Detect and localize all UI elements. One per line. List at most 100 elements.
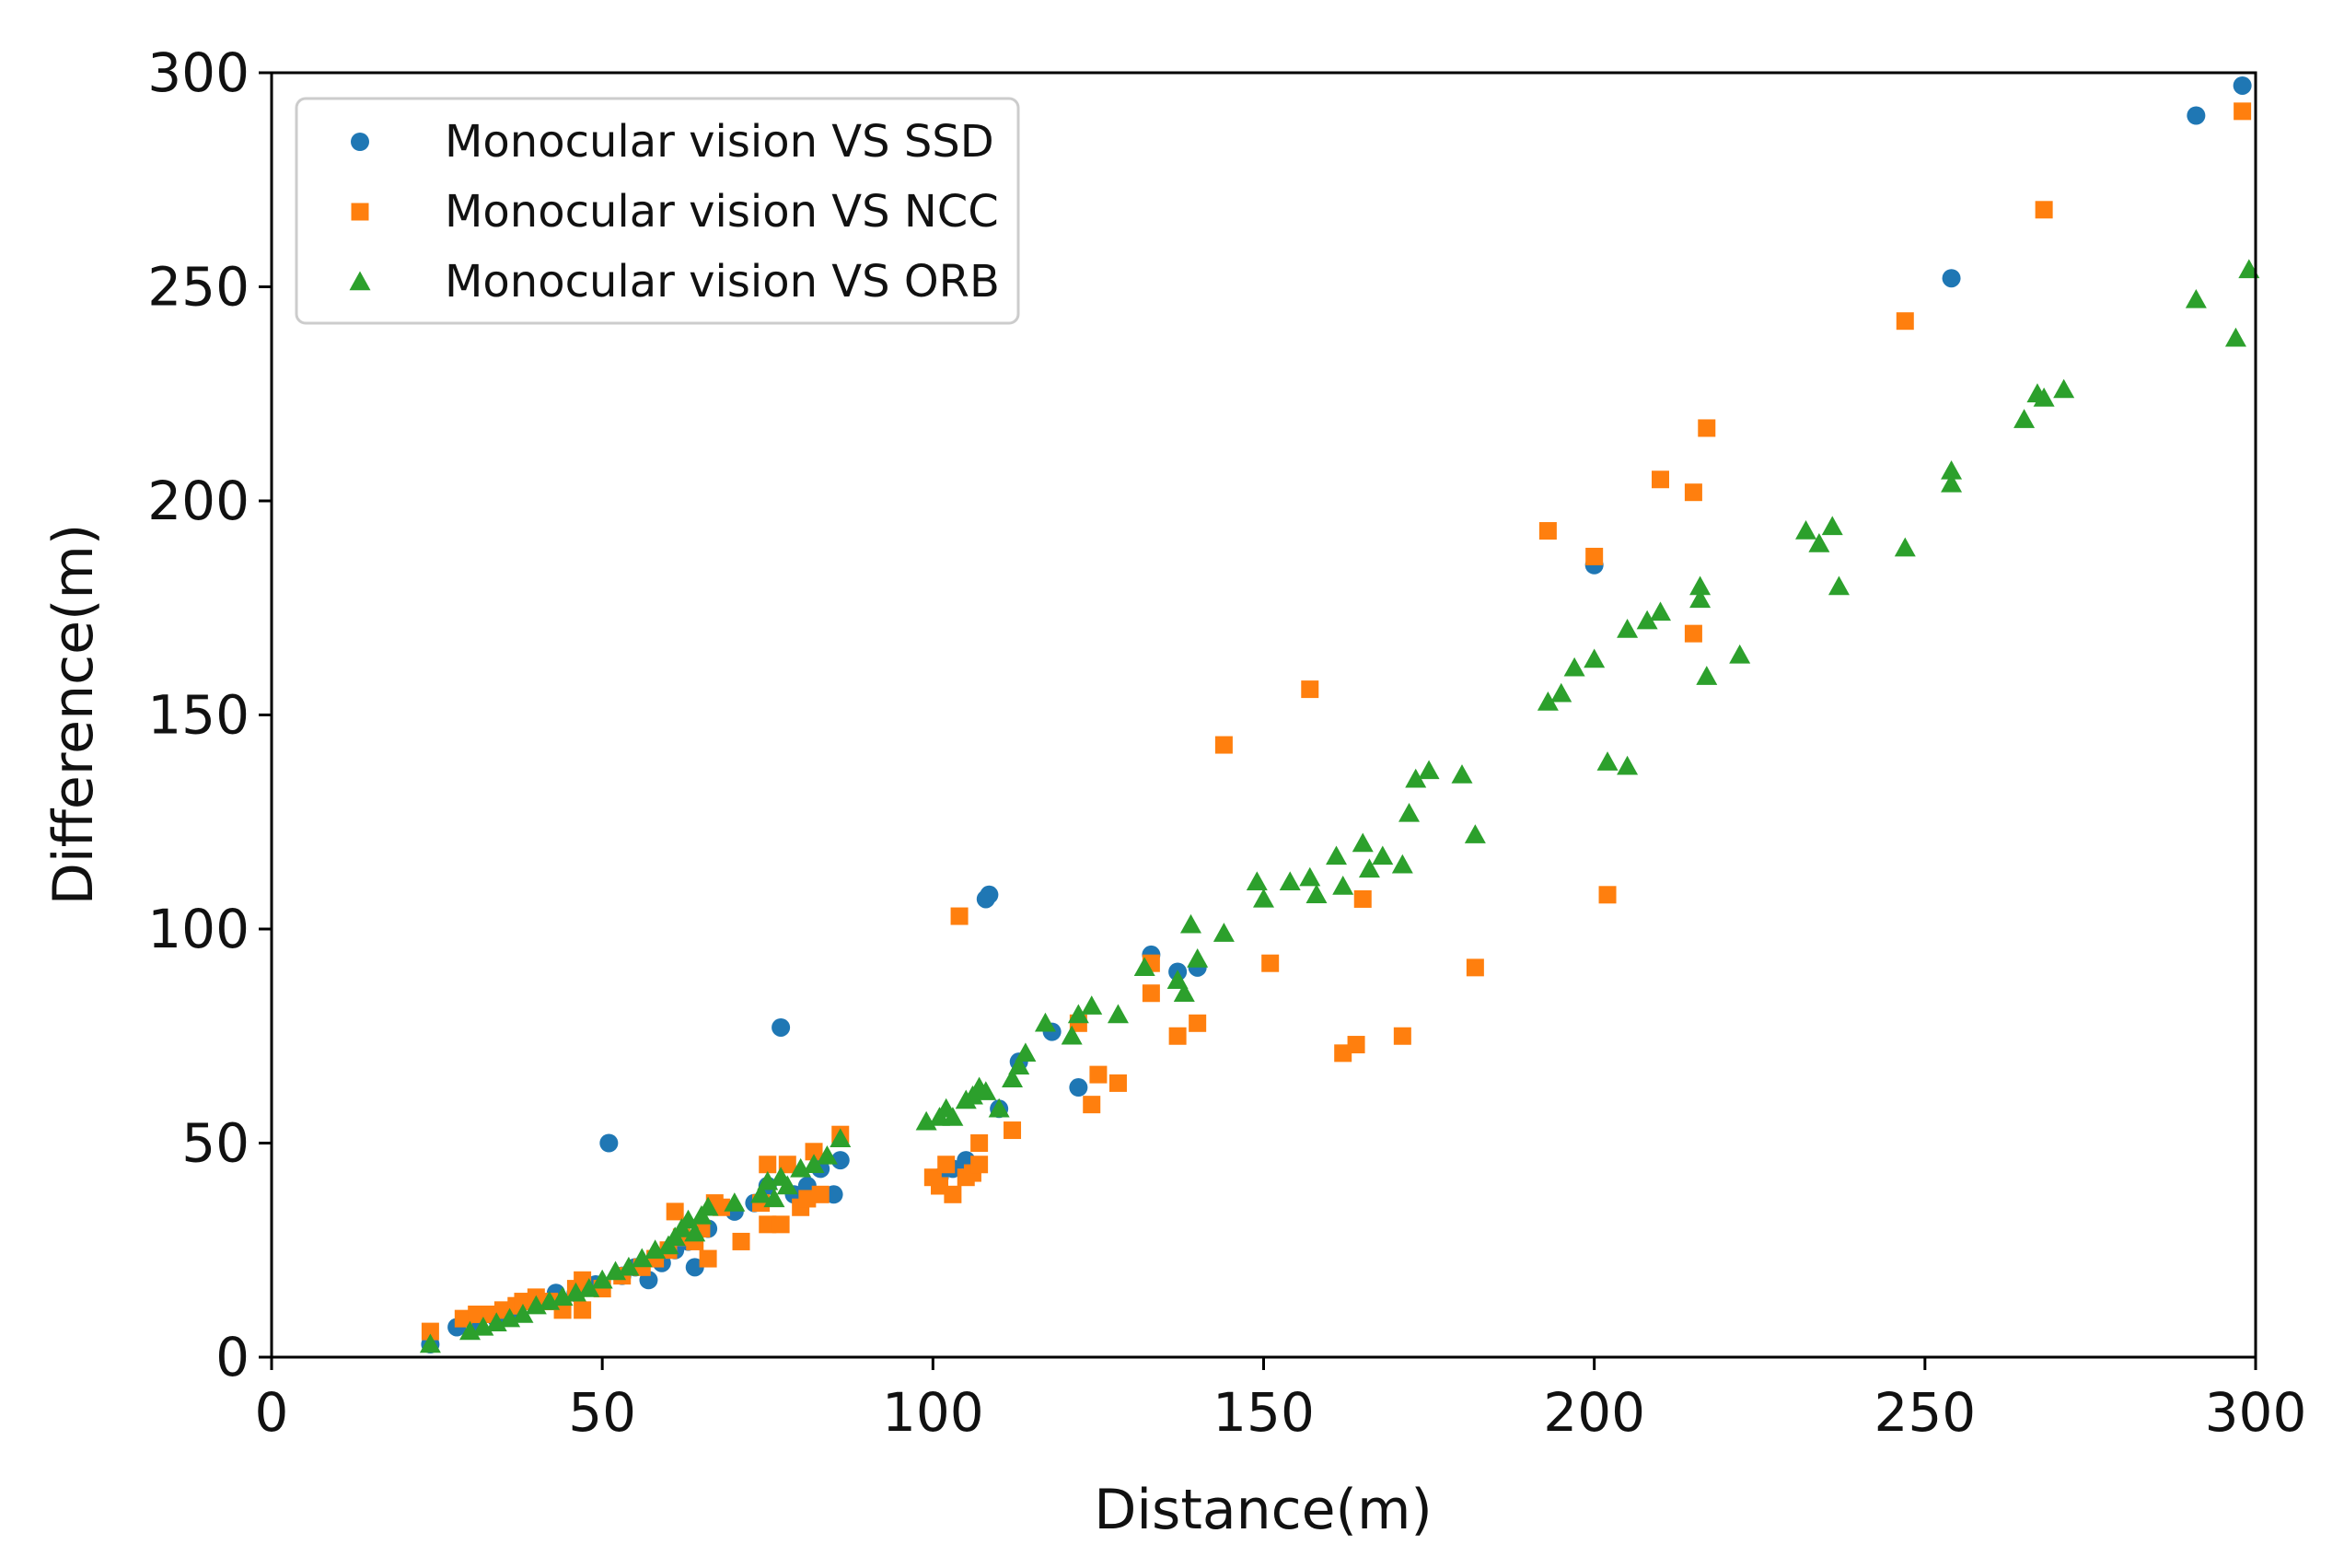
- data-point: [805, 1143, 823, 1161]
- data-point: [1107, 1004, 1129, 1024]
- data-point: [1081, 995, 1103, 1015]
- data-point: [1008, 1055, 1030, 1074]
- data-point: [975, 1081, 997, 1100]
- data-point: [1246, 871, 1268, 891]
- data-point: [1689, 575, 1712, 596]
- data-point: [931, 1177, 949, 1195]
- data-point: [970, 1156, 989, 1174]
- x-tick-label: 0: [255, 1381, 289, 1444]
- data-point: [1299, 866, 1321, 887]
- data-point: [1166, 970, 1189, 989]
- data-point: [1189, 1014, 1207, 1032]
- data-point: [454, 1309, 472, 1328]
- legend-marker: [351, 133, 369, 151]
- legend-label: Monocular vision VS SSD: [445, 116, 994, 168]
- data-point: [1305, 884, 1328, 903]
- y-tick-label: 100: [147, 898, 249, 960]
- data-point: [1301, 680, 1319, 699]
- data-point: [1108, 1074, 1127, 1092]
- data-point: [1332, 876, 1354, 895]
- data-point: [1393, 1027, 1411, 1045]
- data-point: [759, 1215, 777, 1234]
- data-point: [1729, 644, 1751, 664]
- x-tick-label: 200: [1543, 1381, 1645, 1444]
- data-point: [1550, 682, 1572, 703]
- data-point: [2233, 75, 2252, 95]
- data-point: [512, 1304, 534, 1323]
- data-point: [1537, 691, 1559, 711]
- data-point: [970, 1134, 989, 1152]
- y-tick-label: 300: [147, 41, 249, 104]
- data-point: [1941, 472, 1963, 493]
- data-point: [1142, 984, 1160, 1003]
- y-axis-label: Difference(m): [41, 524, 106, 906]
- legend-marker: [351, 203, 369, 221]
- data-point: [1326, 845, 1348, 865]
- data-point: [591, 1269, 613, 1289]
- data-point: [468, 1306, 486, 1323]
- legend-label: Monocular vision VS ORB: [445, 256, 1000, 308]
- data-point: [1689, 588, 1712, 609]
- data-point: [631, 1248, 653, 1268]
- data-point: [778, 1156, 796, 1174]
- data-point: [937, 1156, 956, 1174]
- data-point: [421, 1322, 439, 1341]
- data-point: [2053, 378, 2075, 399]
- data-point: [830, 1151, 850, 1170]
- data-point: [816, 1144, 838, 1165]
- data-point: [1896, 312, 1914, 331]
- data-point: [732, 1232, 750, 1250]
- y-tick-label: 0: [215, 1326, 249, 1388]
- data-point: [1563, 656, 1585, 677]
- data-point: [1795, 520, 1817, 540]
- x-tick-label: 300: [2205, 1381, 2307, 1444]
- data-point: [1398, 802, 1421, 822]
- data-point: [684, 1222, 706, 1242]
- y-tick-label: 200: [147, 470, 249, 532]
- data-point: [1451, 764, 1473, 784]
- data-point: [1598, 886, 1617, 904]
- data-point: [1650, 601, 1671, 621]
- data-point: [1372, 845, 1394, 865]
- data-point: [763, 1188, 785, 1208]
- y-tick-label: 150: [147, 684, 249, 747]
- data-point: [1894, 537, 1916, 557]
- data-point: [798, 1190, 817, 1208]
- data-point: [1942, 269, 1961, 288]
- x-tick-label: 250: [1874, 1381, 1976, 1444]
- legend-marker: [349, 271, 371, 291]
- data-point: [1696, 666, 1718, 685]
- data-point: [1466, 958, 1484, 977]
- data-point: [1808, 533, 1830, 552]
- data-point: [803, 1154, 825, 1173]
- series-2: [421, 102, 2252, 1341]
- x-tick-label: 150: [1213, 1381, 1315, 1444]
- data-point: [697, 1196, 719, 1216]
- data-point: [988, 1098, 1010, 1118]
- data-point: [574, 1301, 592, 1319]
- data-point: [944, 1185, 962, 1203]
- data-point: [1698, 419, 1716, 437]
- data-point: [1002, 1068, 1024, 1087]
- data-point: [1083, 1096, 1101, 1114]
- data-point: [1353, 889, 1372, 908]
- data-point: [1004, 1121, 1022, 1140]
- data-point: [1584, 648, 1606, 668]
- data-point: [776, 1175, 798, 1195]
- data-point: [1391, 854, 1413, 874]
- data-point: [514, 1293, 532, 1311]
- data-point: [1061, 1025, 1083, 1045]
- data-point: [750, 1183, 772, 1203]
- data-point: [1173, 982, 1195, 1002]
- x-tick-label: 50: [568, 1381, 636, 1444]
- data-point: [724, 1192, 746, 1212]
- x-tick-label: 100: [882, 1381, 984, 1444]
- data-point: [1684, 624, 1702, 643]
- data-point: [712, 1198, 730, 1216]
- y-tick-label: 250: [147, 256, 249, 319]
- data-point: [942, 1107, 964, 1126]
- data-point: [1069, 1078, 1088, 1098]
- data-point: [1015, 1042, 1037, 1063]
- data-point: [830, 1128, 852, 1148]
- x-axis-label: Distance(m): [1094, 1478, 1433, 1542]
